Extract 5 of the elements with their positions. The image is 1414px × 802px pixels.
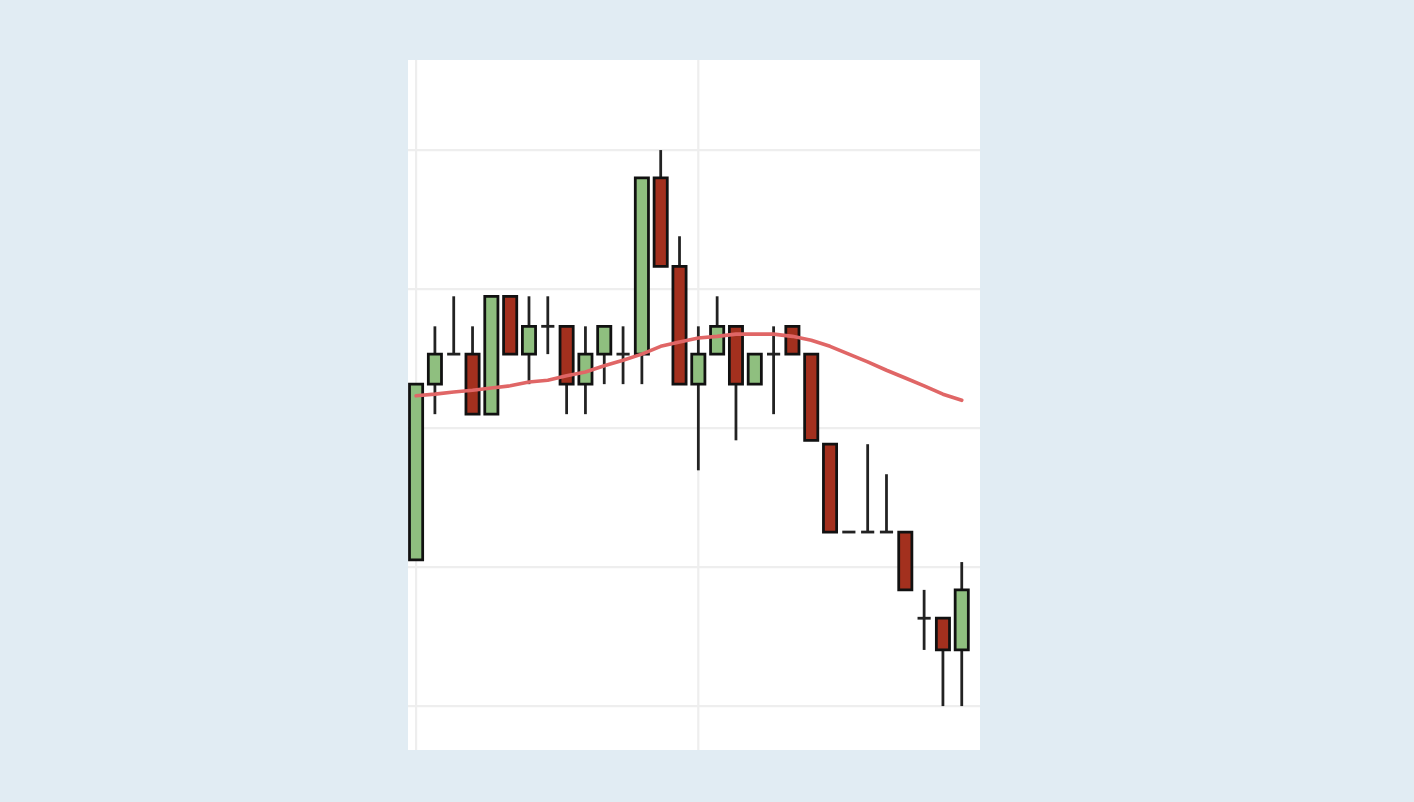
candlestick [615, 324, 632, 386]
candlestick [765, 324, 782, 416]
candlestick [445, 294, 462, 356]
candlestick [539, 294, 556, 356]
candlestick [916, 588, 933, 652]
